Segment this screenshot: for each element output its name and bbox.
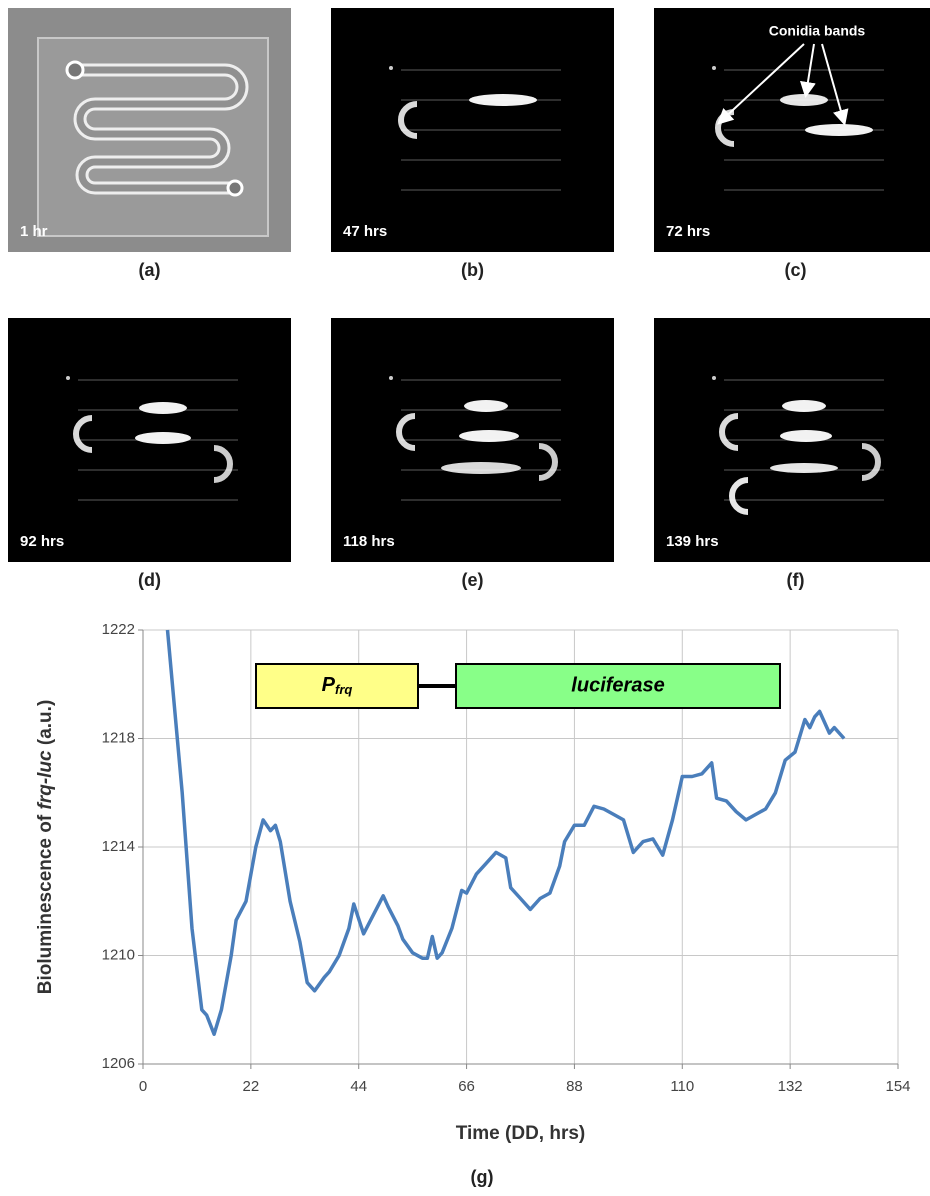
panel-caption: (d) [138, 570, 161, 590]
conidia-band [464, 400, 508, 412]
annotation-arrow [799, 43, 816, 98]
x-tick-label: 0 [139, 1078, 147, 1095]
port [712, 376, 716, 380]
x-axis-title: Time (DD, hrs) [456, 1123, 586, 1144]
x-tick-label: 44 [350, 1078, 367, 1095]
panel-caption: (c) [785, 260, 807, 280]
conidia-band [719, 413, 739, 451]
conidia-band [441, 462, 521, 474]
panel-caption: (a) [139, 260, 161, 280]
y-axis-title-part: frq-luc [35, 750, 56, 810]
port [226, 179, 244, 197]
y-tick-label: 1214 [102, 838, 135, 855]
gene-label: luciferase [571, 674, 664, 696]
conidia-band [729, 477, 749, 515]
time-label: 92 hrs [20, 533, 64, 550]
y-axis-title: Bioluminescence of frq-luc (a.u.) [35, 700, 56, 995]
data-line [165, 629, 846, 1036]
panel-image [654, 8, 930, 252]
conidia-band [780, 430, 832, 442]
y-tick-label: 1222 [102, 621, 135, 638]
x-tick-label: 154 [885, 1078, 910, 1095]
conidia-band [861, 443, 881, 481]
y-axis-title-part: Bioluminescence of [35, 810, 56, 995]
annotation-arrow [717, 43, 805, 125]
annotation-arrow [821, 43, 849, 126]
conidia-band [782, 400, 826, 412]
conidia-band [459, 430, 519, 442]
port [66, 376, 70, 380]
channel [75, 66, 246, 192]
conidia-band [770, 463, 838, 473]
image-panel: 72 hrs Conidia bands [654, 8, 930, 252]
panel-caption: (b) [461, 260, 484, 280]
conidia-band [805, 124, 873, 136]
x-tick-label: 22 [243, 1078, 260, 1095]
conidia-band [538, 443, 558, 481]
image-panel: 92 hrs [8, 318, 291, 562]
image-panel: 139 hrs [654, 318, 930, 562]
panel-image [331, 8, 614, 252]
promoter-name: P [322, 674, 336, 696]
port [389, 376, 393, 380]
promoter-box [255, 663, 419, 709]
chart-caption: (g) [471, 1167, 494, 1187]
port [389, 66, 393, 70]
time-label: 47 hrs [343, 223, 387, 240]
x-tick-label: 88 [566, 1078, 583, 1095]
image-panel: 47 hrs [331, 8, 614, 252]
time-label: 1 hr [20, 223, 48, 240]
conidia-band [398, 101, 418, 139]
time-label: 118 hrs [343, 533, 395, 550]
conidia-band [135, 432, 191, 444]
gene-box [455, 663, 781, 709]
conidia-band [139, 402, 187, 414]
conidia-band [213, 445, 233, 483]
conidia-band [780, 94, 828, 106]
conidia-band [73, 415, 93, 453]
image-panel: 1 hr [8, 8, 291, 252]
image-panel: 118 hrs [331, 318, 614, 562]
y-tick-label: 1206 [102, 1055, 135, 1072]
x-tick-label: 110 [670, 1078, 694, 1095]
conidia-band [396, 413, 416, 451]
promoter-label: Pfrq [322, 674, 353, 697]
y-tick-label: 1218 [102, 729, 135, 746]
panel-caption: (f) [787, 570, 805, 590]
time-label: 139 hrs [666, 533, 719, 550]
port [712, 66, 716, 70]
y-tick-label: 1210 [102, 946, 135, 963]
time-label: 72 hrs [666, 223, 710, 240]
x-tick-label: 132 [778, 1078, 803, 1095]
conidia-band [469, 94, 537, 106]
promoter-subscript: frq [335, 682, 352, 697]
x-tick-label: 66 [458, 1078, 475, 1095]
annotation: Conidia bands [769, 23, 866, 39]
panel-caption: (e) [462, 570, 484, 590]
port [65, 60, 85, 80]
y-axis-title-part: (a.u.) [35, 700, 56, 751]
